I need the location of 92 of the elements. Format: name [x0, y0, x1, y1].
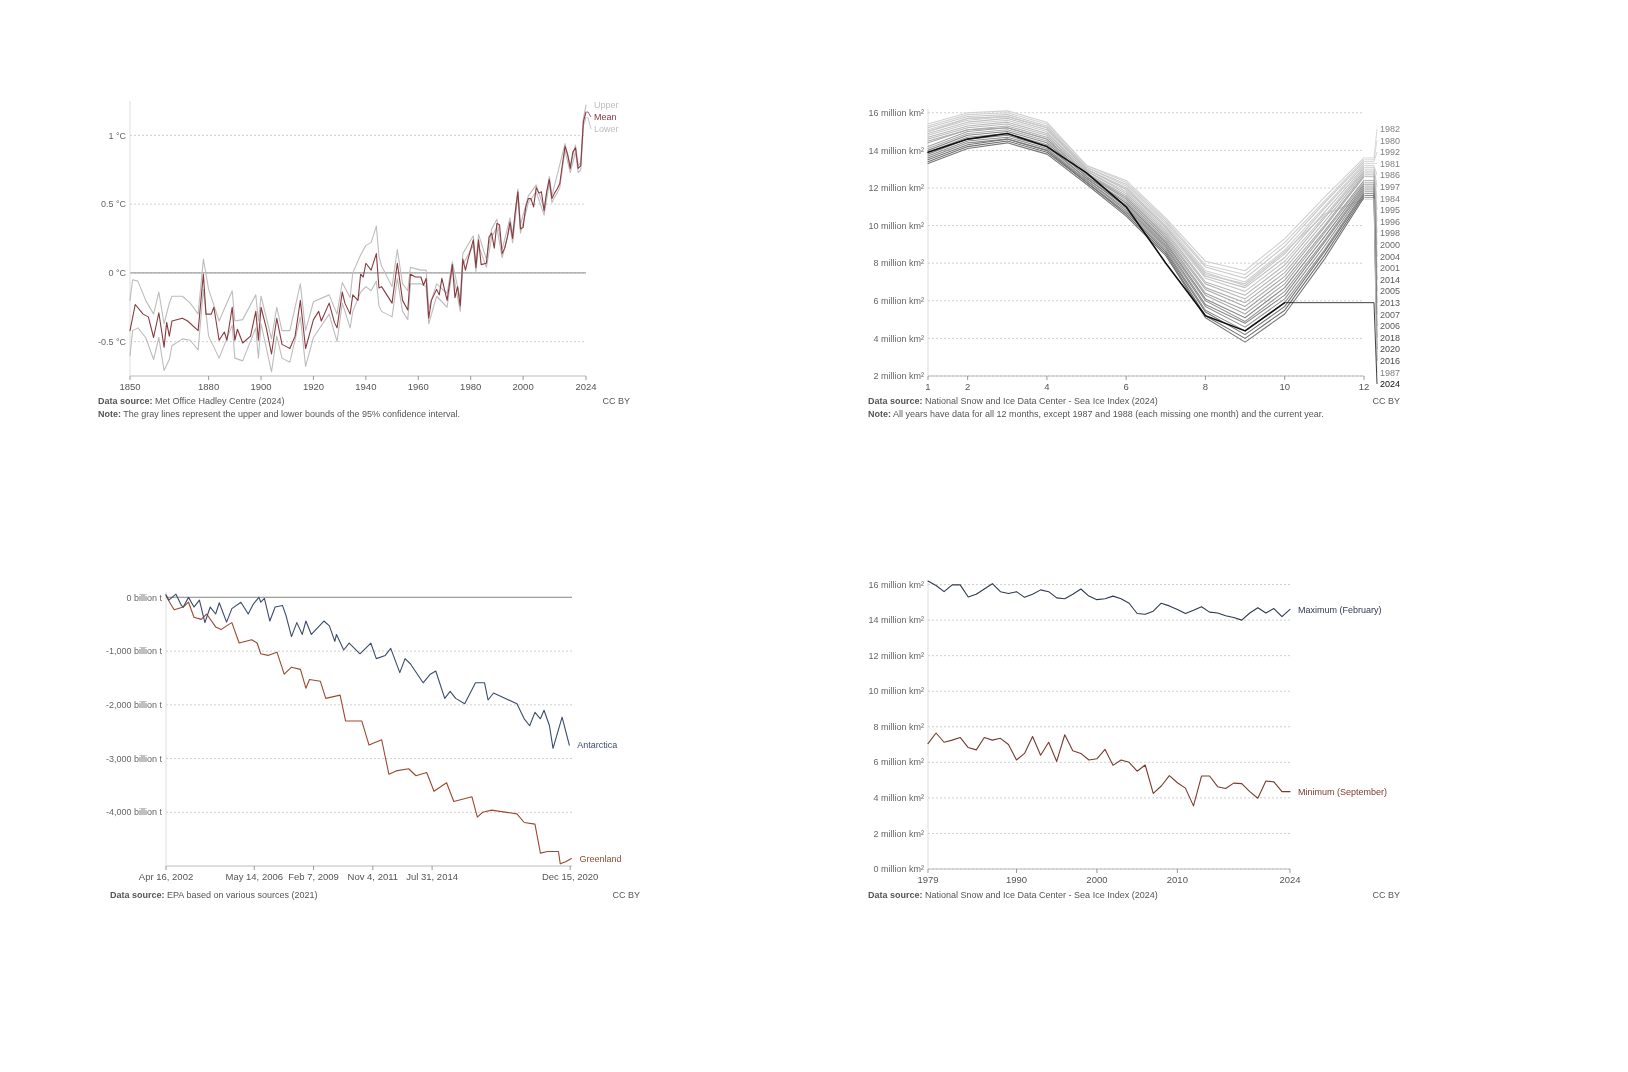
x-tick-label: 1979 [917, 874, 939, 885]
x-tick-label: 2024 [575, 381, 597, 392]
x-tick-label: May 14, 2006 [225, 871, 284, 882]
x-tick-label: 2000 [512, 381, 534, 392]
legend-label: 1981 [1380, 158, 1401, 169]
series-label: Lower [594, 124, 619, 135]
x-tick-label: 2 [964, 381, 971, 392]
y-tick-label: 14 million km² [868, 615, 924, 626]
text: 1980 [1380, 135, 1401, 146]
series-label: Upper [594, 100, 619, 111]
y-tick-label: 16 million km² [868, 579, 924, 590]
y-tick-label: 10 million km² [868, 686, 924, 697]
x-tick-label: 2000 [1086, 874, 1108, 885]
x-tick-label: 1990 [1005, 874, 1028, 885]
x-tick-label: Nov 4, 2011 [347, 871, 399, 882]
text: CC BY [1372, 396, 1400, 406]
y-tick-label: 2 million km² [873, 371, 924, 382]
x-tick-label: 8 [1202, 381, 1209, 392]
text: 2013 [1380, 297, 1401, 308]
y-tick-label: -4,000 billion t [105, 807, 163, 818]
source-note: Data source: EPA based on various sources (2021) [110, 890, 318, 900]
x-tick-label: 1850 [119, 381, 141, 392]
y-tick-label: 2 million km² [873, 828, 924, 839]
text: 2001 [1380, 263, 1401, 274]
text: CC BY [1372, 890, 1400, 900]
series-label: 1992 [1380, 147, 1401, 158]
y-tick-label: 6 million km² [873, 295, 924, 306]
text: 1987 [1380, 367, 1401, 378]
text: 1995 [1380, 205, 1401, 216]
x-tick-label: 1980 [460, 381, 482, 392]
y-tick-label: 16 million km² [868, 107, 924, 118]
y-tick-label: 10 million km² [868, 220, 924, 231]
text: 2005 [1380, 286, 1401, 297]
y-tick-label: 8 million km² [873, 258, 924, 269]
x-tick-label: Feb 7, 2009 [288, 871, 339, 882]
x-tick-label: 2024 [1279, 874, 1301, 885]
source-note: Data source: Met Office Hadley Centre (2024) [98, 396, 285, 406]
y-tick-label: -2,000 billion t [105, 699, 163, 710]
x-tick-label: Apr 16, 2002 [138, 871, 194, 882]
legend-label: 1997 [1380, 181, 1401, 192]
source-note: Data source: National Snow and Ice Data Center - Sea Ice Index (2024) [868, 396, 1158, 406]
y-tick-label: 0 billion t [126, 592, 163, 603]
text: 2018 [1380, 332, 1401, 343]
y-tick-label: 4 million km² [873, 333, 924, 344]
text: 2007 [1380, 309, 1401, 320]
x-tick-label: Jul 31, 2014 [406, 871, 458, 882]
text: 2004 [1380, 251, 1401, 262]
x-tick-label: 1880 [198, 381, 220, 392]
y-tick-label: 4 million km² [873, 793, 924, 804]
text: 1998 [1380, 228, 1401, 239]
x-tick-label: 4 [1044, 381, 1050, 392]
source-note: Data source: National Snow and Ice Data Center - Sea Ice Index (2024) [868, 890, 1158, 900]
x-tick-label: 2010 [1166, 874, 1188, 885]
series-label: Maximum (February) [1298, 604, 1382, 615]
x-tick-label: 1960 [407, 381, 429, 392]
text: CC BY [602, 396, 630, 406]
x-tick-label: 12 [1358, 381, 1370, 392]
y-tick-label: 6 million km² [873, 757, 924, 768]
y-tick-label: 1 °C [108, 130, 127, 141]
text: 1982 [1380, 123, 1401, 134]
x-tick-label: 1940 [355, 381, 377, 392]
text: 2014 [1380, 274, 1401, 285]
x-tick-label: Dec 15, 2020 [541, 871, 599, 882]
x-tick-label: 6 [1123, 381, 1129, 392]
y-tick-label: 12 million km² [868, 183, 924, 194]
y-tick-label: -1,000 billion t [105, 646, 163, 657]
x-tick-label: 1 [925, 381, 931, 392]
y-tick-label: -0.5 °C [97, 336, 127, 347]
x-tick-label: 1920 [302, 381, 325, 392]
text: 2000 [1380, 239, 1401, 250]
y-tick-label: 0 °C [108, 268, 127, 279]
text: 1996 [1380, 216, 1401, 227]
text: Note: The gray lines represent the upper and lower bounds of the 95% confidence interval. [98, 409, 461, 419]
y-tick-label: 0 million km² [873, 864, 924, 875]
series-label: Minimum (September) [1298, 786, 1388, 797]
x-tick-label: 10 [1279, 381, 1291, 392]
legend-label: 1984 [1380, 193, 1401, 204]
y-tick-label: 8 million km² [873, 721, 924, 732]
y-tick-label: 14 million km² [868, 145, 924, 156]
text: 2020 [1380, 344, 1401, 355]
legend-label: 1986 [1380, 170, 1401, 181]
y-tick-label: -3,000 billion t [105, 753, 163, 764]
legend-label: Mean [594, 112, 617, 123]
x-tick-label: 1900 [250, 381, 272, 392]
text: 2006 [1380, 321, 1401, 332]
y-tick-label: 12 million km² [868, 650, 924, 661]
text: Note: All years have data for all 12 months, except 1987 and 1988 (each missing one month) and the current year. [868, 409, 1324, 419]
text: CC BY [612, 890, 640, 900]
text: 2016 [1380, 355, 1401, 366]
y-tick-label: 0.5 °C [100, 199, 127, 210]
series-label: Antarctica [577, 740, 618, 751]
series-label: Greenland [579, 853, 622, 864]
